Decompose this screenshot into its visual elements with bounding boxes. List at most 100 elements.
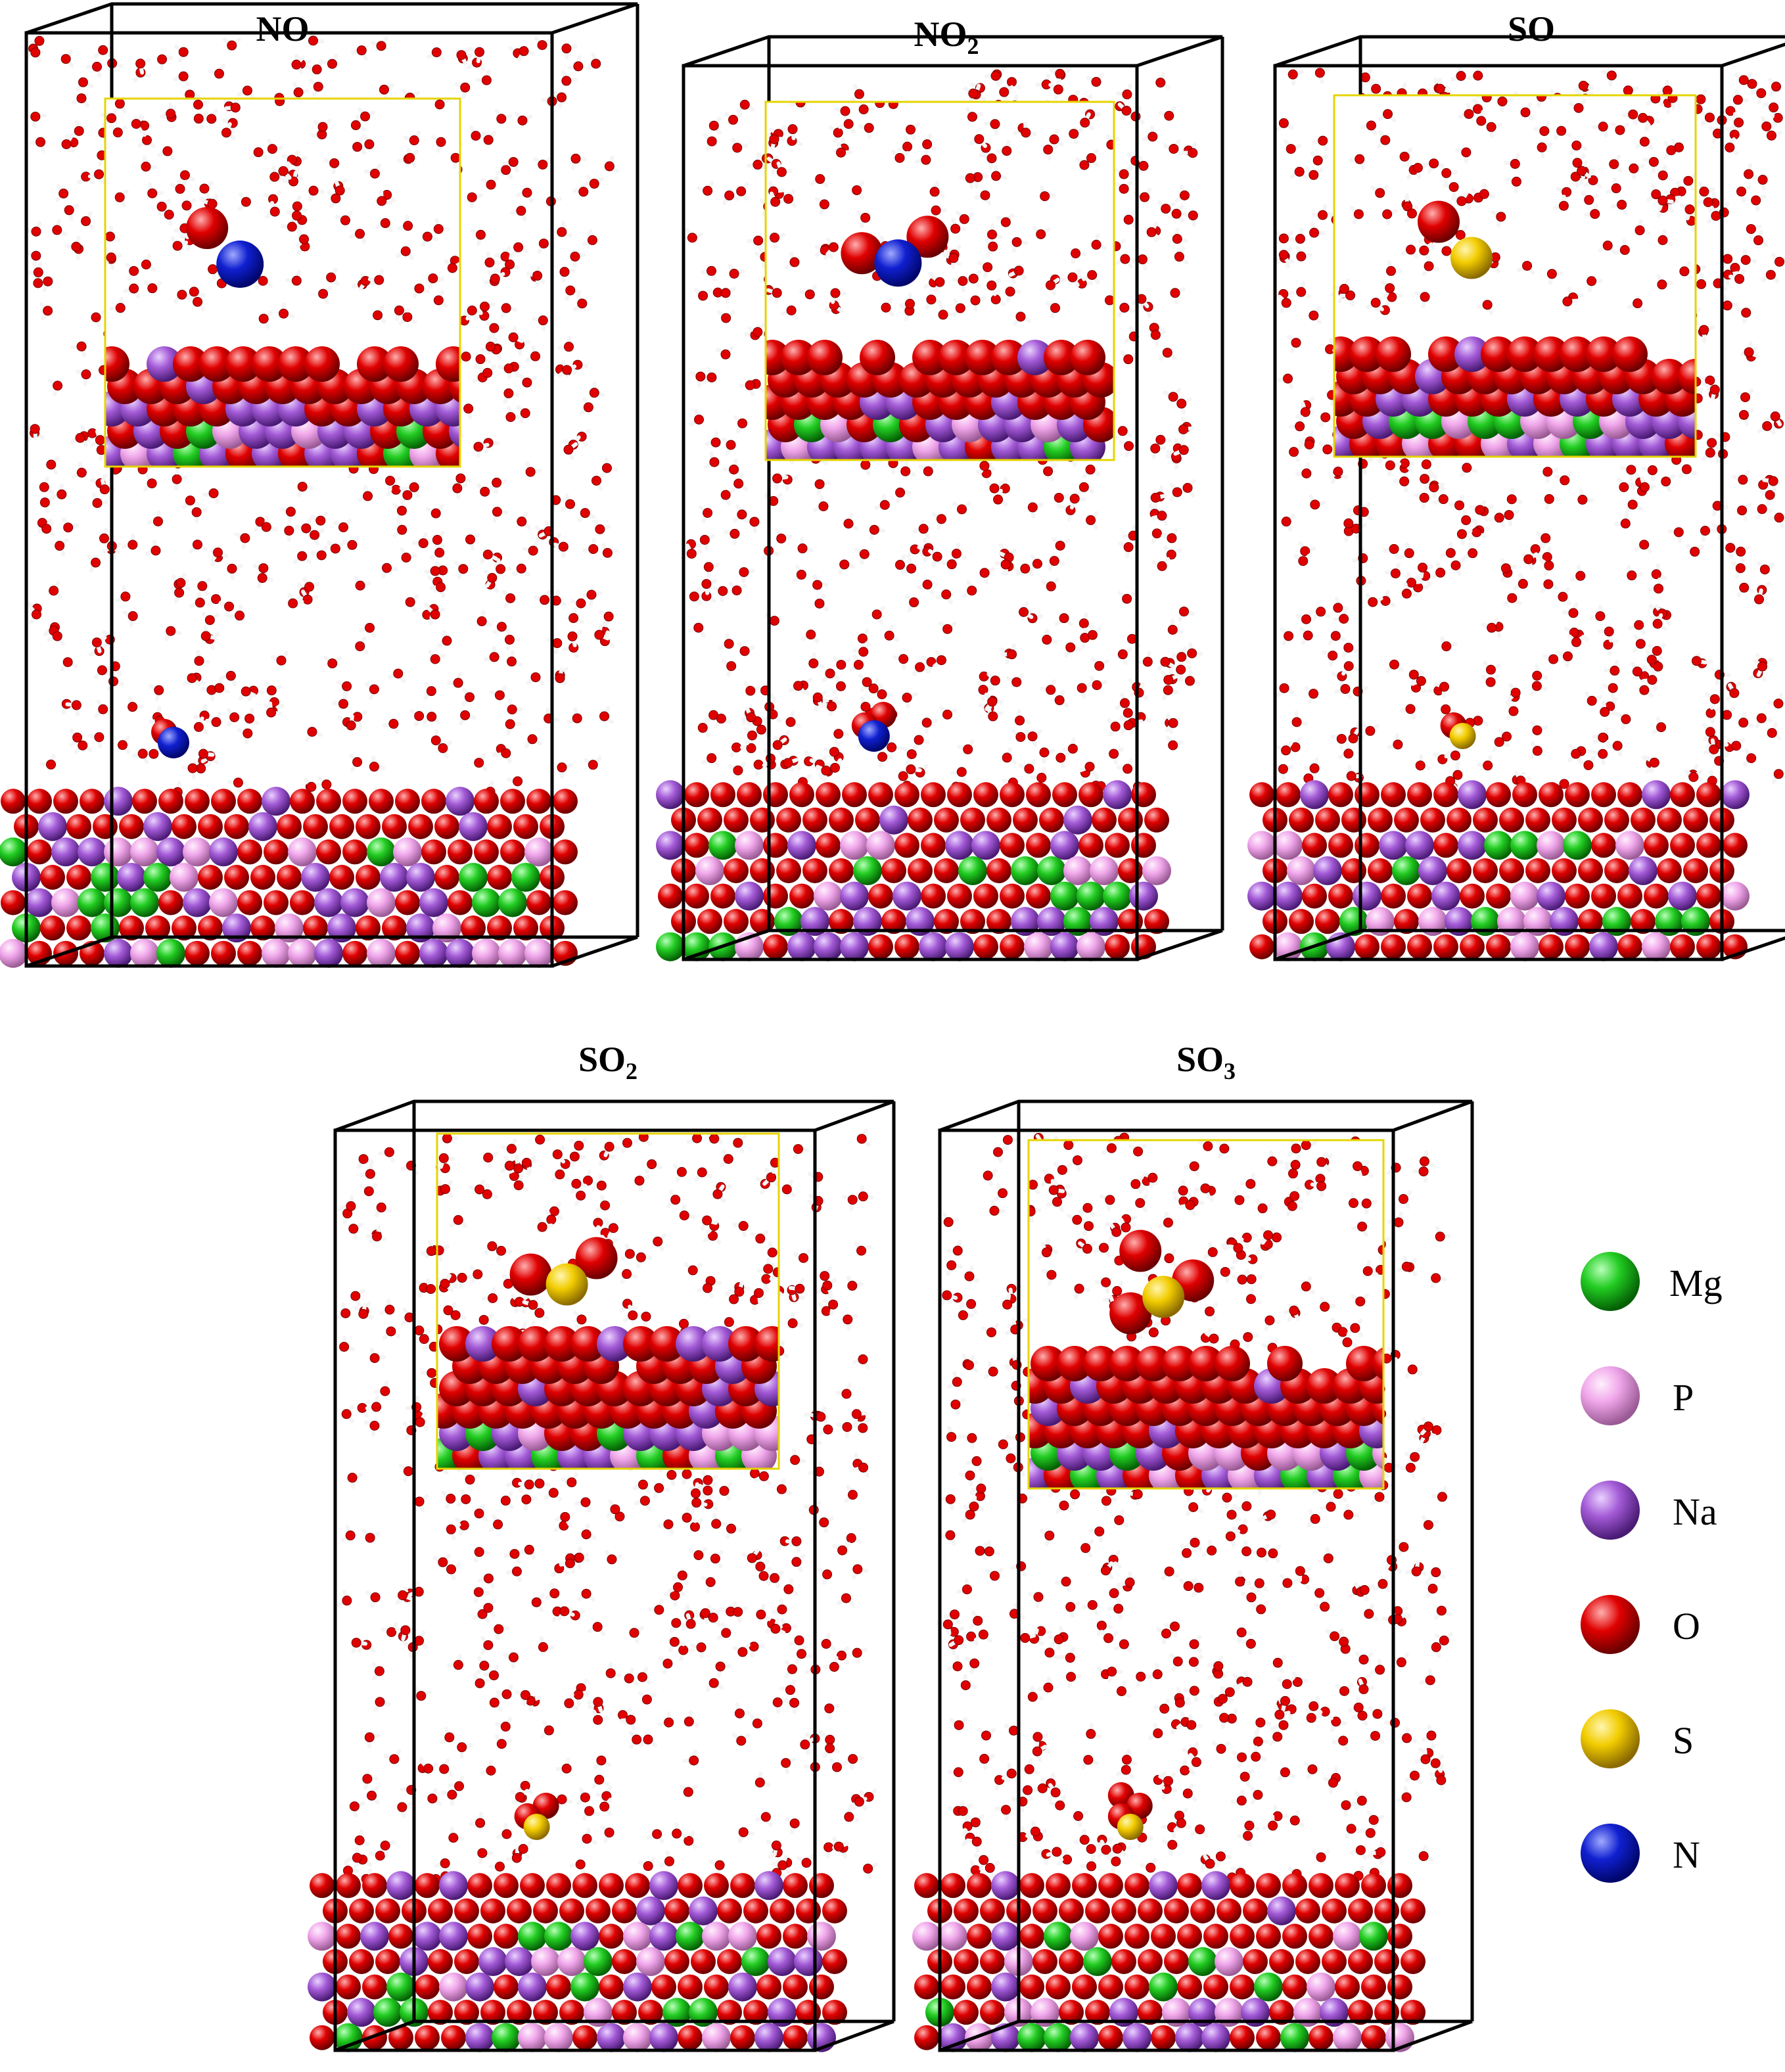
legend-swatch [1581,1252,1640,1311]
inset-slab-o [436,346,460,382]
slab-atom-o [678,1974,703,2000]
adsorbate-o [1418,200,1460,243]
water-molecule [734,1702,751,1718]
water-molecule [852,1564,869,1580]
slab-atom-na [1537,881,1565,911]
water-molecule [365,1226,382,1242]
slab-atom-o [1617,883,1642,909]
water-molecule [452,483,468,499]
water-molecule [1307,1509,1320,1528]
slab-atom-o [940,1974,965,2000]
water-molecule [771,1598,787,1615]
slab-atom-na [1274,881,1303,911]
adsorbate-n [858,720,890,752]
water-molecule [942,1212,960,1228]
water-molecule [1100,1629,1119,1644]
water-molecule [456,1488,471,1507]
water-molecule [454,473,472,489]
water-molecule [1430,1754,1444,1773]
water-molecule [770,1570,784,1589]
slab-atom-o [1124,1974,1149,2000]
water-molecule [29,137,46,153]
slab-atom-mg [1188,1947,1217,1976]
water-molecule [202,488,220,504]
water-molecule [946,1426,963,1442]
slab-atom-o [1302,883,1327,909]
water-molecule [646,1829,664,1844]
water-molecule [1450,558,1466,576]
water-molecule [784,1660,797,1679]
water-molecule [1469,499,1487,515]
water-molecule [444,259,460,273]
water-molecule [567,707,582,724]
water-molecule [1330,1716,1347,1732]
adsorbate-s [1450,237,1493,279]
water-molecule [1439,541,1456,558]
slab-atom-o [1000,782,1025,808]
water-molecule [684,1711,699,1728]
water-molecule [422,712,441,725]
water-molecule [1272,1805,1289,1822]
water-molecule [918,463,937,476]
water-molecule [994,1805,1011,1821]
water-molecule [507,698,524,715]
water-molecule [1771,769,1785,784]
water-molecule [143,280,162,294]
slab-atom-o [678,2025,703,2050]
slab-atom-p [702,2023,731,2052]
slab-atom-mg [78,888,106,917]
water-molecule [544,1488,563,1502]
water-molecule [785,711,801,728]
water-molecule [1109,747,1124,765]
water-molecule [534,1472,551,1489]
slab-atom-mg [1149,1972,1178,2002]
slab-atom-o [599,1974,624,2000]
panel-title: SO3 [1176,1040,1236,1084]
water-molecule [1366,1730,1385,1744]
water-molecule [500,1491,514,1509]
water-molecule [1341,1800,1357,1816]
water-molecule [508,326,524,343]
slab-atom-na [1063,805,1092,835]
water-molecule [555,1757,572,1774]
water-molecule [55,538,69,557]
slab-atom-o [763,782,788,808]
water-molecule [1771,253,1785,267]
water-molecule [1421,1515,1439,1531]
water-molecule [177,170,195,185]
water-molecule [1355,1651,1374,1665]
slab-atom-o [1381,782,1406,808]
slab-atom-na [656,780,685,810]
water-molecule [1730,561,1746,579]
water-molecule [1296,281,1312,298]
water-molecule [483,569,498,588]
water-molecule [1702,448,1721,461]
water-molecule [525,461,542,477]
water-molecule [647,1599,664,1615]
slab-atom-mg [1563,831,1592,860]
water-molecule [563,442,578,461]
water-molecule [979,567,995,584]
slab-atom-o [678,1873,703,1899]
water-molecule [1738,711,1754,728]
water-molecule [1305,166,1324,180]
water-molecule [1314,1586,1330,1604]
water-molecule [1461,509,1477,526]
water-molecule [1120,350,1139,365]
water-molecule [164,626,182,641]
slab-atom-o [756,1974,781,2000]
water-molecule [1405,1560,1422,1577]
water-molecule [74,740,93,754]
water-molecule [1356,569,1372,586]
water-molecule [970,1477,986,1494]
water-molecule [1008,1462,1025,1477]
water-molecule [577,508,595,522]
water-molecule [332,693,348,709]
slab-atom-na [1050,831,1079,860]
water-molecule [664,1590,680,1607]
water-molecule [488,1514,503,1532]
panel-no: NO [0,2,639,968]
slab-atom-o [1019,1974,1044,2000]
slab-atom-na [879,805,908,835]
